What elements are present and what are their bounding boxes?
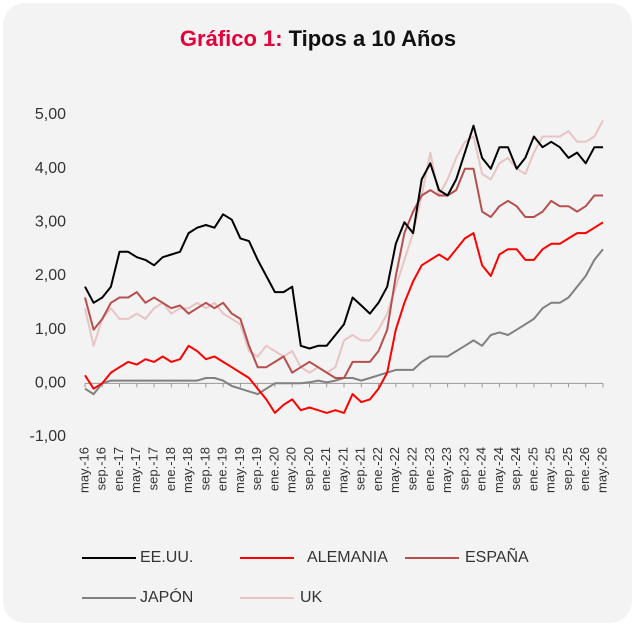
legend-label: JAPÓN bbox=[140, 587, 193, 606]
x-tick-label: ene.-17 bbox=[111, 447, 126, 491]
x-tick-label: sep.-24 bbox=[508, 447, 523, 490]
x-tick-label: sep.-16 bbox=[94, 447, 109, 490]
x-tick-label: may.-24 bbox=[491, 447, 506, 493]
x-tick-label: sep.-18 bbox=[197, 447, 212, 490]
x-tick-label: ene.-26 bbox=[577, 447, 592, 491]
chart-title: Gráfico 1: Tipos a 10 Años bbox=[180, 26, 456, 51]
x-tick-label: ene.-22 bbox=[370, 447, 385, 491]
x-tick-label: ene.-21 bbox=[318, 447, 333, 491]
x-tick-label: ene.-23 bbox=[422, 447, 437, 491]
y-tick-label: 5,00 bbox=[35, 106, 66, 123]
x-tick-label: ene.-25 bbox=[525, 447, 540, 491]
x-tick-label: may.-16 bbox=[76, 447, 91, 493]
legend-label: UK bbox=[300, 589, 323, 606]
y-tick-label: 2,00 bbox=[35, 267, 66, 284]
x-tick-label: may.-19 bbox=[232, 447, 247, 493]
card bbox=[3, 3, 632, 623]
series-line bbox=[84, 124, 603, 350]
y-tick-label: 1,00 bbox=[35, 321, 66, 338]
x-tick-label: may.-18 bbox=[180, 447, 195, 493]
series-line bbox=[84, 221, 604, 414]
legend-label: EE.UU. bbox=[140, 549, 193, 566]
legend-label: ESPAÑA bbox=[465, 546, 529, 566]
x-tick-label: may.-26 bbox=[594, 447, 609, 493]
title-main: Tipos a 10 Años bbox=[289, 26, 457, 51]
x-tick-label: may.-23 bbox=[439, 447, 454, 493]
x-tick-label: may.-21 bbox=[335, 447, 350, 493]
x-tick-label: may.-20 bbox=[284, 447, 299, 493]
x-tick-label: sep.-19 bbox=[249, 447, 264, 490]
x-tick-label: sep.-17 bbox=[146, 447, 161, 490]
x-tick-label: ene.-19 bbox=[215, 447, 230, 491]
title-prefix: Gráfico 1: bbox=[180, 26, 283, 51]
y-tick-label: -1,00 bbox=[30, 428, 67, 445]
x-tick-label: ene.-20 bbox=[266, 447, 281, 491]
x-tick-label: sep.-21 bbox=[353, 447, 368, 490]
x-tick-label: ene.-18 bbox=[163, 447, 178, 491]
x-tick-label: may.-22 bbox=[387, 447, 402, 493]
x-tick-label: sep.-20 bbox=[301, 447, 316, 490]
x-tick-label: sep.-25 bbox=[560, 447, 575, 490]
x-tick-label: sep.-22 bbox=[405, 447, 420, 490]
y-tick-label: 0,00 bbox=[35, 375, 66, 392]
series-line bbox=[84, 167, 603, 379]
y-tick-label: 4,00 bbox=[35, 160, 66, 177]
y-tick-label: 3,00 bbox=[35, 214, 66, 231]
x-tick-label: sep.-23 bbox=[456, 447, 471, 490]
x-tick-label: may.-17 bbox=[128, 447, 143, 493]
x-tick-label: may.-25 bbox=[543, 447, 558, 493]
x-tick-label: ene.-24 bbox=[474, 447, 489, 491]
legend-label: ALEMANIA bbox=[307, 549, 388, 566]
